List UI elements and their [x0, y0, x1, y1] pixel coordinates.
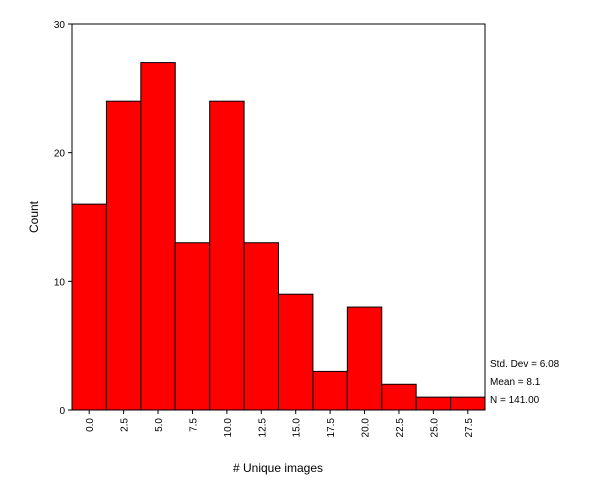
n-stat: N = 141.00 — [490, 395, 540, 406]
x-tick-label: 0.0 — [85, 418, 96, 432]
x-axis-ticks: 0.0 2.5 5.0 7.5 10.0 12.5 15.0 17.5 20.0 22.5 25.0… — [85, 410, 475, 437]
x-tick-label: 5.0 — [154, 418, 165, 432]
x-tick-label: 2.5 — [120, 418, 131, 432]
plot-frame — [71, 23, 486, 411]
histogram-bar — [381, 383, 417, 411]
x-tick-label: 17.5 — [326, 418, 337, 438]
histogram-bar — [278, 293, 314, 411]
bars-group — [71, 62, 486, 411]
histogram-bar — [450, 396, 486, 411]
y-tick-label: 20 — [54, 149, 66, 160]
histogram-bar — [209, 100, 245, 411]
std-dev-stat: Std. Dev = 6.08 — [490, 359, 560, 370]
x-tick-label: 25.0 — [429, 418, 440, 438]
x-tick-label: 15.0 — [292, 418, 303, 438]
histogram-bar — [71, 203, 107, 411]
y-axis-label: Count — [27, 200, 41, 233]
mean-stat: Mean = 8.1 — [490, 377, 541, 388]
histogram-bar — [243, 242, 279, 411]
y-tick-label: 30 — [54, 20, 66, 31]
histogram-bar — [415, 396, 452, 411]
x-tick-label: 10.0 — [223, 418, 234, 438]
histogram-bar — [312, 370, 348, 411]
x-tick-label: 27.5 — [464, 418, 475, 438]
histogram-bar — [105, 100, 142, 411]
x-tick-label: 7.5 — [188, 418, 199, 432]
y-axis-ticks: 0 10 20 30 — [54, 20, 72, 417]
histogram-bar — [174, 242, 211, 411]
y-tick-label: 10 — [54, 277, 66, 288]
histogram-bar — [140, 62, 176, 411]
x-tick-label: 20.0 — [361, 418, 372, 438]
x-tick-label: 12.5 — [257, 418, 268, 438]
y-tick-label: 0 — [59, 406, 65, 417]
histogram-bar — [346, 306, 383, 411]
x-tick-label: 22.5 — [395, 418, 406, 438]
x-axis-label: # Unique images — [233, 461, 323, 475]
